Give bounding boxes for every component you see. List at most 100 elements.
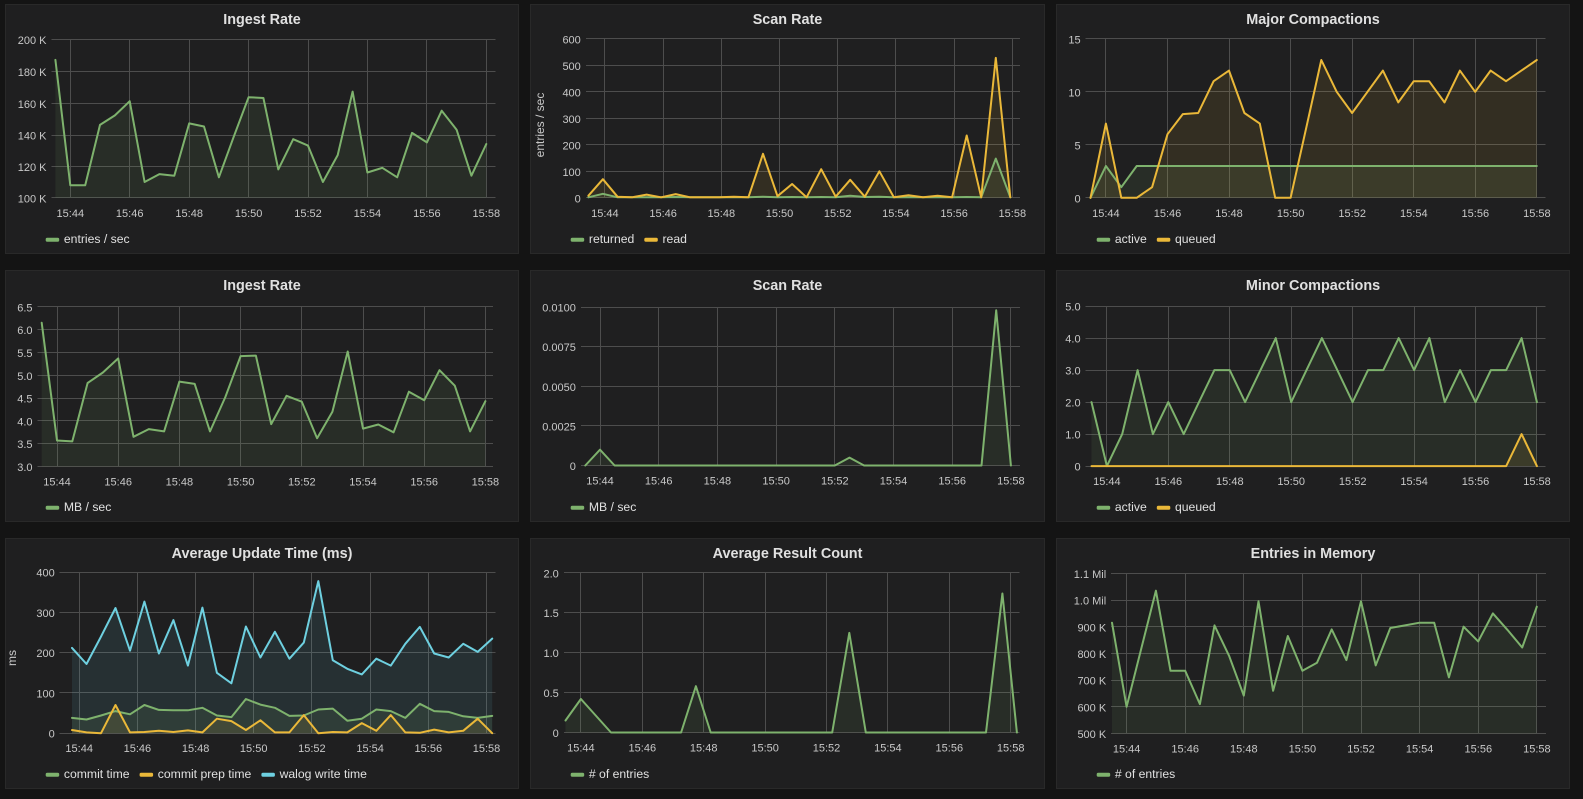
svg-text:15:54: 15:54 bbox=[1400, 208, 1428, 220]
svg-text:3.0: 3.0 bbox=[17, 462, 32, 474]
svg-text:MB / sec: MB / sec bbox=[589, 500, 636, 514]
svg-text:15:48: 15:48 bbox=[708, 208, 736, 220]
svg-text:Entries in Memory: Entries in Memory bbox=[1251, 546, 1376, 562]
svg-text:15:56: 15:56 bbox=[938, 476, 966, 488]
svg-text:Scan Rate: Scan Rate bbox=[753, 278, 823, 294]
svg-text:15:46: 15:46 bbox=[116, 208, 144, 220]
svg-text:queued: queued bbox=[1175, 500, 1216, 514]
svg-text:180 K: 180 K bbox=[18, 67, 47, 79]
svg-text:160 K: 160 K bbox=[18, 99, 47, 111]
svg-text:500: 500 bbox=[562, 61, 580, 73]
svg-text:15:56: 15:56 bbox=[413, 208, 441, 220]
svg-text:15:56: 15:56 bbox=[936, 743, 964, 755]
svg-text:read: read bbox=[663, 232, 687, 246]
svg-text:4.5: 4.5 bbox=[17, 394, 32, 406]
svg-text:900 K: 900 K bbox=[1077, 622, 1106, 634]
svg-text:0.5: 0.5 bbox=[544, 688, 559, 700]
svg-text:15:52: 15:52 bbox=[813, 743, 841, 755]
svg-text:entries / sec: entries / sec bbox=[533, 93, 547, 158]
svg-text:15:46: 15:46 bbox=[649, 208, 677, 220]
svg-text:15:58: 15:58 bbox=[473, 208, 501, 220]
svg-text:1.5: 1.5 bbox=[544, 608, 559, 620]
svg-text:Major Compactions: Major Compactions bbox=[1246, 12, 1380, 28]
svg-text:0.0050: 0.0050 bbox=[542, 382, 576, 394]
svg-text:15:46: 15:46 bbox=[104, 477, 132, 489]
svg-text:15:54: 15:54 bbox=[880, 476, 908, 488]
svg-text:15:50: 15:50 bbox=[235, 208, 263, 220]
svg-text:15:52: 15:52 bbox=[1347, 744, 1375, 756]
svg-text:0.0025: 0.0025 bbox=[542, 421, 576, 433]
svg-text:MB / sec: MB / sec bbox=[64, 500, 111, 514]
svg-text:5.0: 5.0 bbox=[1065, 302, 1080, 314]
svg-text:15:44: 15:44 bbox=[591, 208, 619, 220]
svg-text:100: 100 bbox=[36, 688, 54, 700]
svg-text:15:46: 15:46 bbox=[629, 743, 657, 755]
svg-text:15:50: 15:50 bbox=[751, 743, 779, 755]
svg-text:15:50: 15:50 bbox=[766, 208, 794, 220]
svg-text:1.0 Mil: 1.0 Mil bbox=[1074, 596, 1106, 608]
svg-text:15:56: 15:56 bbox=[940, 208, 968, 220]
svg-text:15:54: 15:54 bbox=[874, 743, 902, 755]
svg-text:15:50: 15:50 bbox=[227, 477, 255, 489]
svg-text:15:44: 15:44 bbox=[1113, 744, 1141, 756]
svg-text:2.0: 2.0 bbox=[544, 568, 559, 580]
svg-text:15:50: 15:50 bbox=[240, 743, 268, 755]
svg-text:200: 200 bbox=[36, 648, 54, 660]
svg-text:15: 15 bbox=[1068, 34, 1080, 46]
svg-text:1.1 Mil: 1.1 Mil bbox=[1074, 569, 1106, 581]
svg-text:15:56: 15:56 bbox=[1462, 476, 1490, 488]
svg-text:140 K: 140 K bbox=[18, 131, 47, 143]
svg-text:6.0: 6.0 bbox=[17, 325, 32, 337]
svg-text:4.0: 4.0 bbox=[17, 416, 32, 428]
svg-text:1.0: 1.0 bbox=[544, 648, 559, 660]
svg-text:15:58: 15:58 bbox=[1523, 208, 1551, 220]
svg-text:15:48: 15:48 bbox=[175, 208, 203, 220]
svg-text:ms: ms bbox=[5, 650, 19, 666]
svg-text:15:48: 15:48 bbox=[182, 743, 210, 755]
svg-text:15:58: 15:58 bbox=[1523, 476, 1551, 488]
svg-text:3.5: 3.5 bbox=[17, 439, 32, 451]
svg-text:0: 0 bbox=[49, 729, 55, 741]
svg-text:returned: returned bbox=[589, 232, 634, 246]
svg-text:0.0100: 0.0100 bbox=[542, 303, 576, 315]
svg-text:15:48: 15:48 bbox=[690, 743, 718, 755]
svg-text:15:44: 15:44 bbox=[1092, 208, 1120, 220]
svg-text:15:48: 15:48 bbox=[704, 476, 732, 488]
svg-text:# of entries: # of entries bbox=[589, 767, 649, 781]
svg-text:15:56: 15:56 bbox=[410, 477, 438, 489]
svg-text:15:54: 15:54 bbox=[1406, 744, 1434, 756]
svg-text:15:52: 15:52 bbox=[824, 208, 852, 220]
svg-text:15:58: 15:58 bbox=[997, 476, 1025, 488]
svg-text:15:52: 15:52 bbox=[298, 743, 326, 755]
svg-text:800 K: 800 K bbox=[1077, 649, 1106, 661]
svg-text:Ingest Rate: Ingest Rate bbox=[223, 278, 301, 294]
svg-text:15:50: 15:50 bbox=[1277, 476, 1305, 488]
svg-text:15:54: 15:54 bbox=[354, 208, 382, 220]
svg-text:15:58: 15:58 bbox=[1523, 744, 1551, 756]
svg-text:100 K: 100 K bbox=[18, 193, 47, 205]
svg-text:15:44: 15:44 bbox=[57, 208, 85, 220]
svg-text:15:44: 15:44 bbox=[65, 743, 93, 755]
svg-text:# of entries: # of entries bbox=[1115, 767, 1175, 781]
svg-text:200 K: 200 K bbox=[18, 35, 47, 47]
svg-text:15:52: 15:52 bbox=[821, 476, 849, 488]
svg-text:15:50: 15:50 bbox=[1277, 208, 1305, 220]
svg-text:0: 0 bbox=[1074, 462, 1080, 474]
svg-text:15:56: 15:56 bbox=[415, 743, 443, 755]
svg-text:300: 300 bbox=[562, 114, 580, 126]
svg-text:Minor Compactions: Minor Compactions bbox=[1246, 278, 1380, 294]
svg-text:commit prep time: commit prep time bbox=[158, 767, 252, 781]
svg-text:15:52: 15:52 bbox=[1339, 476, 1367, 488]
svg-text:3.0: 3.0 bbox=[1065, 366, 1080, 378]
svg-text:0: 0 bbox=[570, 461, 576, 473]
svg-text:400: 400 bbox=[562, 87, 580, 99]
svg-text:0: 0 bbox=[575, 193, 581, 205]
svg-text:Ingest Rate: Ingest Rate bbox=[223, 12, 301, 28]
svg-text:15:48: 15:48 bbox=[1216, 476, 1244, 488]
svg-text:15:58: 15:58 bbox=[473, 743, 501, 755]
svg-text:commit time: commit time bbox=[64, 767, 130, 781]
svg-text:15:46: 15:46 bbox=[645, 476, 673, 488]
svg-text:5.5: 5.5 bbox=[17, 348, 32, 360]
svg-text:15:44: 15:44 bbox=[567, 743, 595, 755]
svg-text:active: active bbox=[1115, 500, 1147, 514]
